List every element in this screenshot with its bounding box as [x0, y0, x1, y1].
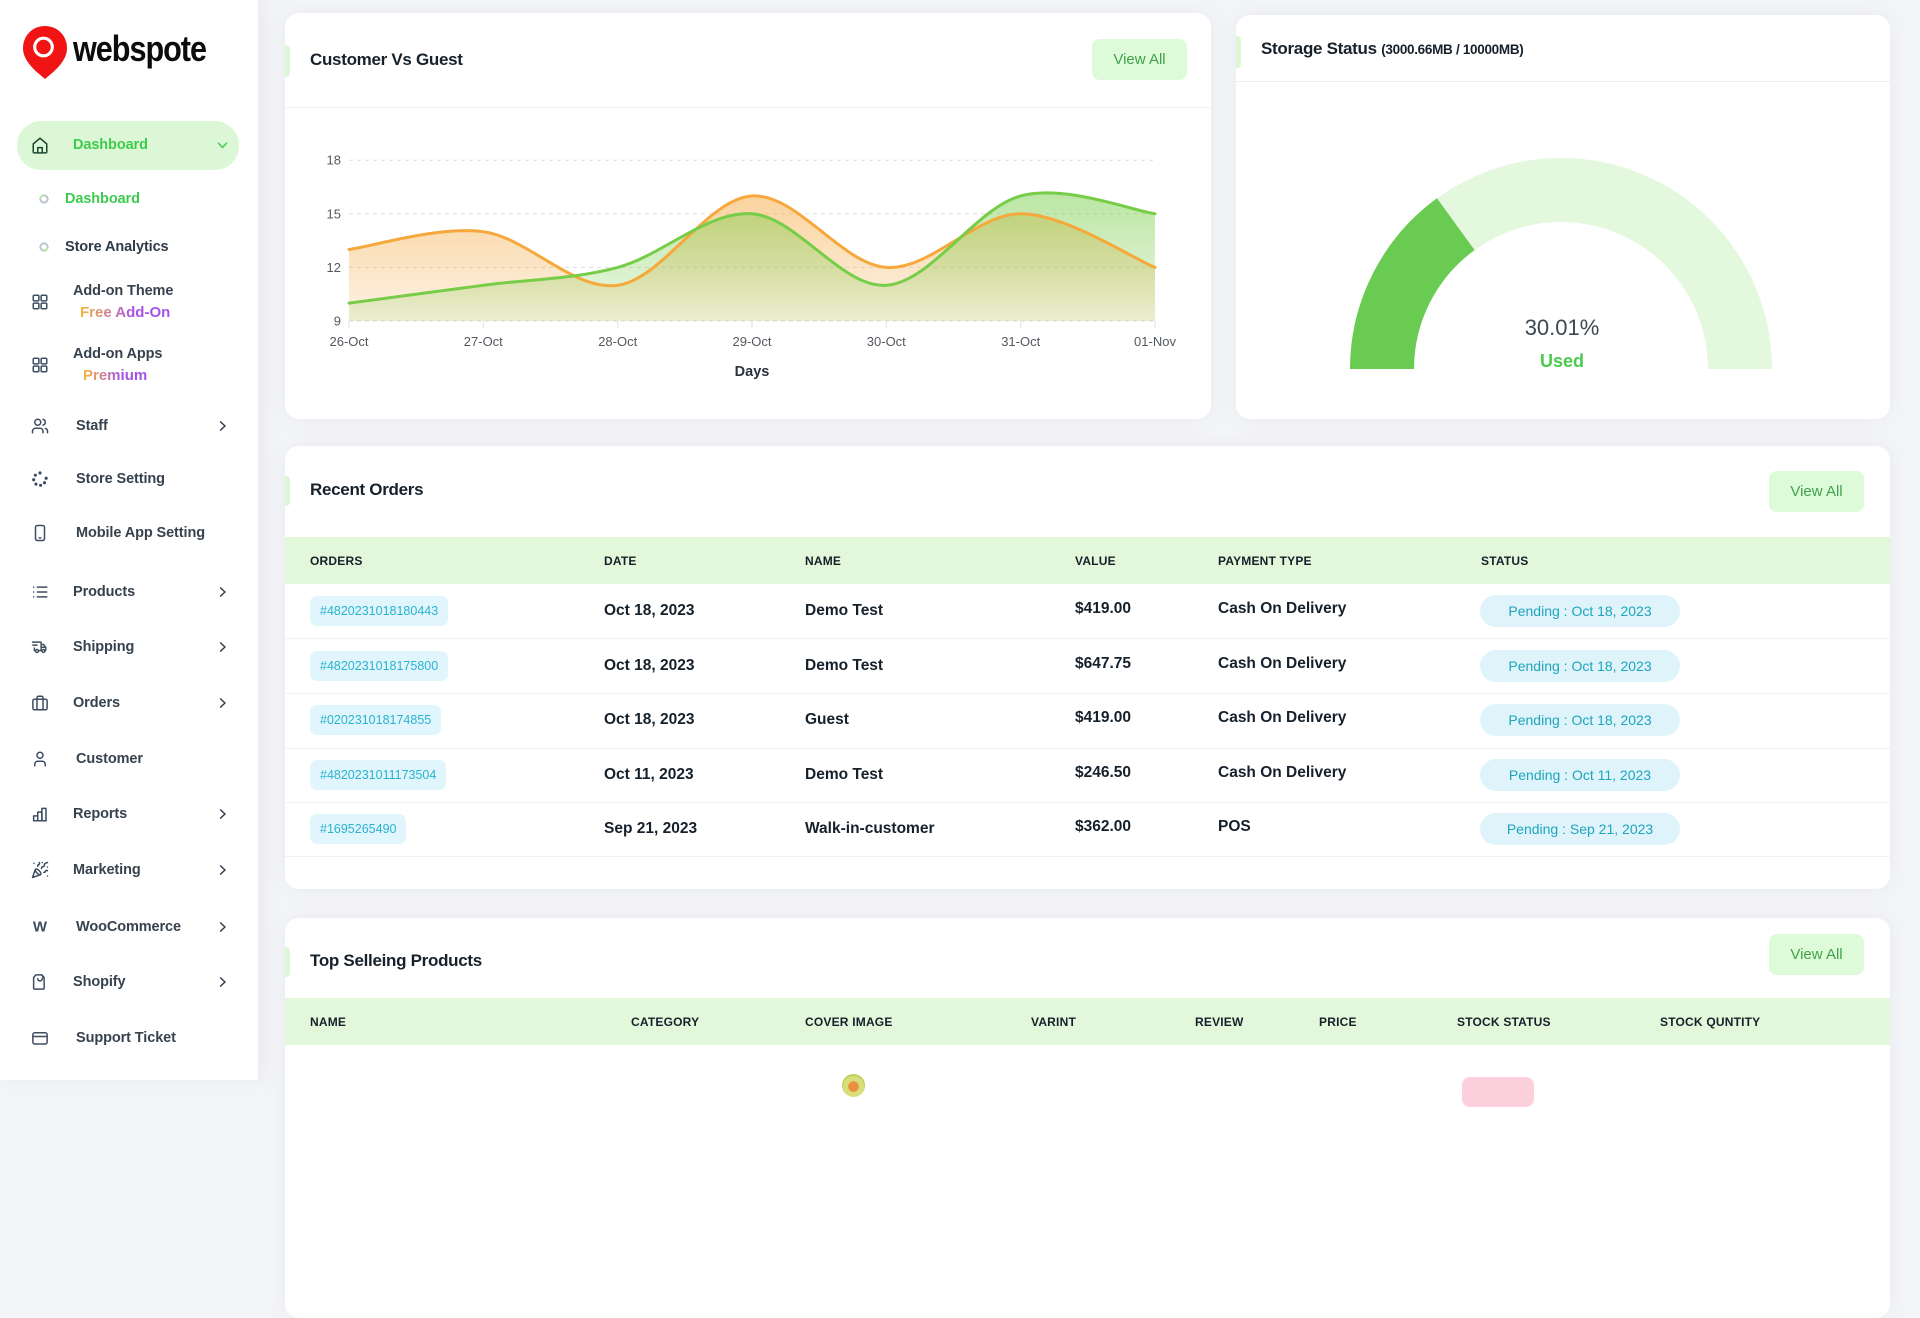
svg-text:28-Oct: 28-Oct: [598, 334, 637, 349]
svg-text:W: W: [33, 918, 48, 935]
svg-text:Used: Used: [1540, 351, 1584, 371]
svg-text:15: 15: [327, 206, 341, 221]
svg-text:30-Oct: 30-Oct: [867, 334, 906, 349]
svg-text:Days: Days: [735, 364, 770, 380]
svg-text:18: 18: [327, 153, 341, 168]
svg-text:26-Oct: 26-Oct: [329, 334, 368, 349]
svg-text:12: 12: [327, 260, 341, 275]
svg-text:31-Oct: 31-Oct: [1001, 334, 1040, 349]
svg-text:01-Nov: 01-Nov: [1134, 334, 1176, 349]
svg-text:30.01%: 30.01%: [1525, 315, 1600, 340]
svg-text:29-Oct: 29-Oct: [732, 334, 771, 349]
svg-text:9: 9: [334, 314, 341, 329]
svg-text:27-Oct: 27-Oct: [464, 334, 503, 349]
